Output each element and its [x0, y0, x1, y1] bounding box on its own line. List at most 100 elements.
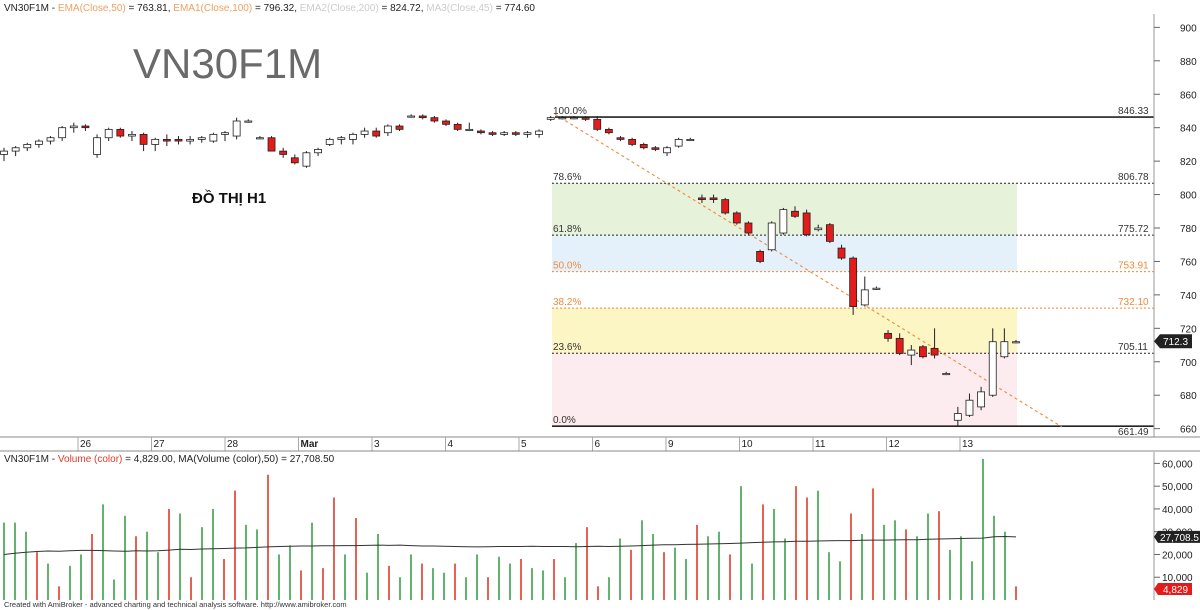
candle-body — [698, 197, 706, 200]
candle-body — [1012, 341, 1020, 344]
candlestick-series — [0, 114, 1020, 427]
candle-body — [953, 413, 962, 421]
price-axis[interactable]: 900 880 860 840 820 800 780 760 740 720 700 680 660 — [1154, 23, 1197, 436]
candle-body — [500, 132, 509, 135]
price-tick-label: 700 — [1180, 358, 1197, 369]
candle-body — [418, 115, 427, 119]
date-tick-label: Mar — [301, 439, 319, 450]
candle-body — [884, 332, 892, 339]
candle-body — [360, 130, 369, 135]
candle-body — [977, 391, 986, 408]
price-tick-label: 680 — [1180, 391, 1197, 402]
date-tick-label: 10 — [742, 439, 754, 450]
candle-body — [988, 341, 997, 396]
header-ma3-value: 774.60 — [504, 3, 535, 14]
last-price-tag: 712.3 — [1154, 334, 1192, 349]
candle-body — [349, 133, 357, 140]
candle-body — [686, 138, 695, 141]
candle-body — [523, 132, 532, 135]
candle-body — [756, 251, 764, 262]
candle-body — [453, 123, 462, 130]
price-pane-header: VN30F1M - EMA(Close,50) = 763.81, EMA1(C… — [4, 3, 535, 14]
volume-last-marker — [1154, 583, 1192, 596]
candle-body — [546, 117, 555, 120]
header-ema-label: EMA(Close,50) — [58, 3, 126, 14]
candle-body — [825, 224, 834, 242]
price-tick-label: 840 — [1180, 124, 1197, 135]
header-ma3-label: MA3(Close,45) — [426, 3, 493, 14]
header-ema2-value: 824.72 — [390, 3, 421, 14]
candle-body — [709, 197, 718, 200]
date-tick-label: 5 — [521, 439, 527, 450]
price-tick-label: 660 — [1180, 425, 1197, 436]
candle-body — [791, 210, 799, 217]
candle-body — [244, 120, 253, 123]
candle-body — [477, 130, 485, 134]
volume-header-ma-value: 27,708.50 — [290, 454, 335, 465]
candle-body — [628, 138, 637, 145]
volume-value-tags: 27,708.5 4,829 — [1154, 530, 1200, 596]
candle-body — [907, 349, 916, 356]
candle-body — [814, 227, 823, 231]
candle-body — [162, 138, 171, 142]
candle-body — [279, 150, 288, 155]
volume-header-value: 4,829.00 — [134, 454, 173, 465]
date-axis[interactable]: 26 27 28 Mar 3 4 5 6 9 10 11 12 13 — [77, 437, 974, 451]
candle-body — [151, 138, 160, 145]
candle-body — [558, 117, 567, 120]
candle-body — [34, 140, 43, 145]
volume-last-tag-label: 4,829 — [1163, 585, 1188, 596]
fibonacci-price-label: 661.49 — [1118, 427, 1149, 438]
candle-body — [337, 137, 346, 140]
last-price-label: 712.3 — [1163, 337, 1188, 348]
price-tick-label: 880 — [1180, 57, 1197, 68]
date-tick-label: 26 — [80, 439, 92, 450]
candle-body — [302, 152, 311, 167]
volume-header-label: Volume (color) — [58, 454, 122, 465]
date-tick-label: 6 — [595, 439, 601, 450]
price-tick-label: 720 — [1180, 324, 1197, 335]
price-tick-label: 740 — [1180, 291, 1197, 302]
candle-body — [174, 138, 183, 142]
candle-body — [721, 199, 730, 214]
candle-body — [942, 373, 951, 376]
price-tick-label: 820 — [1180, 157, 1197, 168]
candle-body — [139, 133, 148, 145]
date-tick-label: 28 — [227, 439, 239, 450]
price-tick-label: 900 — [1180, 23, 1197, 34]
last-price-marker — [1154, 334, 1192, 349]
volume-series — [3, 458, 1017, 600]
candle-body — [93, 137, 101, 155]
candle-body — [0, 150, 8, 155]
candle-body — [570, 117, 578, 120]
chart-annotation: ĐỒ THỊ H1 — [192, 189, 266, 207]
volume-tick-label: 60,000 — [1162, 459, 1193, 470]
candle-body — [290, 157, 299, 164]
fibonacci-percent-label: 0.0% — [553, 415, 576, 426]
candle-body — [383, 125, 392, 134]
header-ema1-label: EMA1(Close,100) — [173, 3, 252, 14]
header-symbol: VN30F1M — [4, 3, 49, 14]
header-ema1-value: 796.32 — [264, 3, 295, 14]
candle-body — [58, 127, 67, 139]
candle-body — [116, 128, 125, 137]
date-tick-label: 27 — [154, 439, 166, 450]
fibonacci-percent-label: 50.0% — [553, 261, 581, 272]
candle-body — [465, 128, 474, 131]
candle-body — [837, 247, 846, 259]
candle-body — [639, 144, 648, 149]
candle-body — [872, 287, 881, 290]
candle-body — [442, 120, 450, 125]
candle-body — [802, 212, 811, 236]
header-ema2-label: EMA2(Close,200) — [300, 3, 379, 14]
candle-body — [604, 128, 613, 134]
candle-body — [128, 133, 136, 137]
candle-body — [395, 125, 404, 130]
fibonacci-price-label: 753.91 — [1118, 261, 1149, 272]
candle-body — [732, 212, 741, 224]
fibonacci-price-label: 846.33 — [1118, 106, 1149, 117]
candle-body — [535, 130, 543, 135]
header-ema-value: 763.81 — [137, 3, 168, 14]
